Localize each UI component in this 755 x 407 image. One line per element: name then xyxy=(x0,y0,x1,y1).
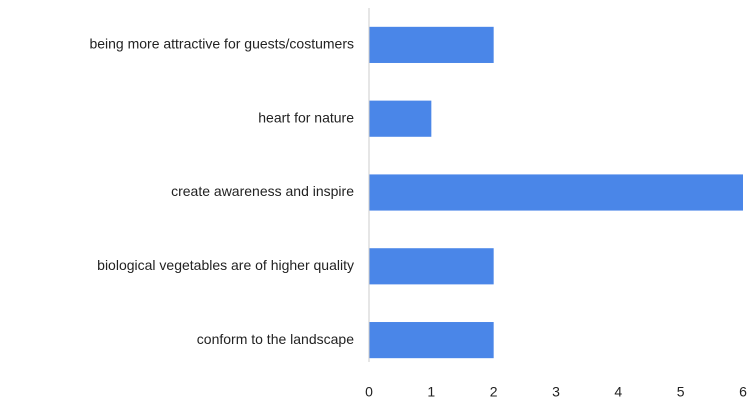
x-tick-label: 1 xyxy=(427,384,435,400)
x-tick-label: 5 xyxy=(677,384,685,400)
bar xyxy=(369,322,494,359)
bar xyxy=(369,100,432,137)
x-tick-label: 6 xyxy=(739,384,747,400)
y-tick-label: conform to the landscape xyxy=(197,331,354,347)
bar xyxy=(369,174,743,211)
bar xyxy=(369,26,494,63)
x-tick-label: 0 xyxy=(365,384,373,400)
bar xyxy=(369,248,494,285)
y-tick-label: being more attractive for guests/costume… xyxy=(89,36,354,52)
y-tick-label: biological vegetables are of higher qual… xyxy=(97,257,354,273)
y-tick-label: heart for nature xyxy=(258,109,354,125)
x-tick-label: 4 xyxy=(614,384,622,400)
x-tick-label: 3 xyxy=(552,384,560,400)
x-tick-label: 2 xyxy=(490,384,498,400)
y-tick-label: create awareness and inspire xyxy=(171,183,354,199)
